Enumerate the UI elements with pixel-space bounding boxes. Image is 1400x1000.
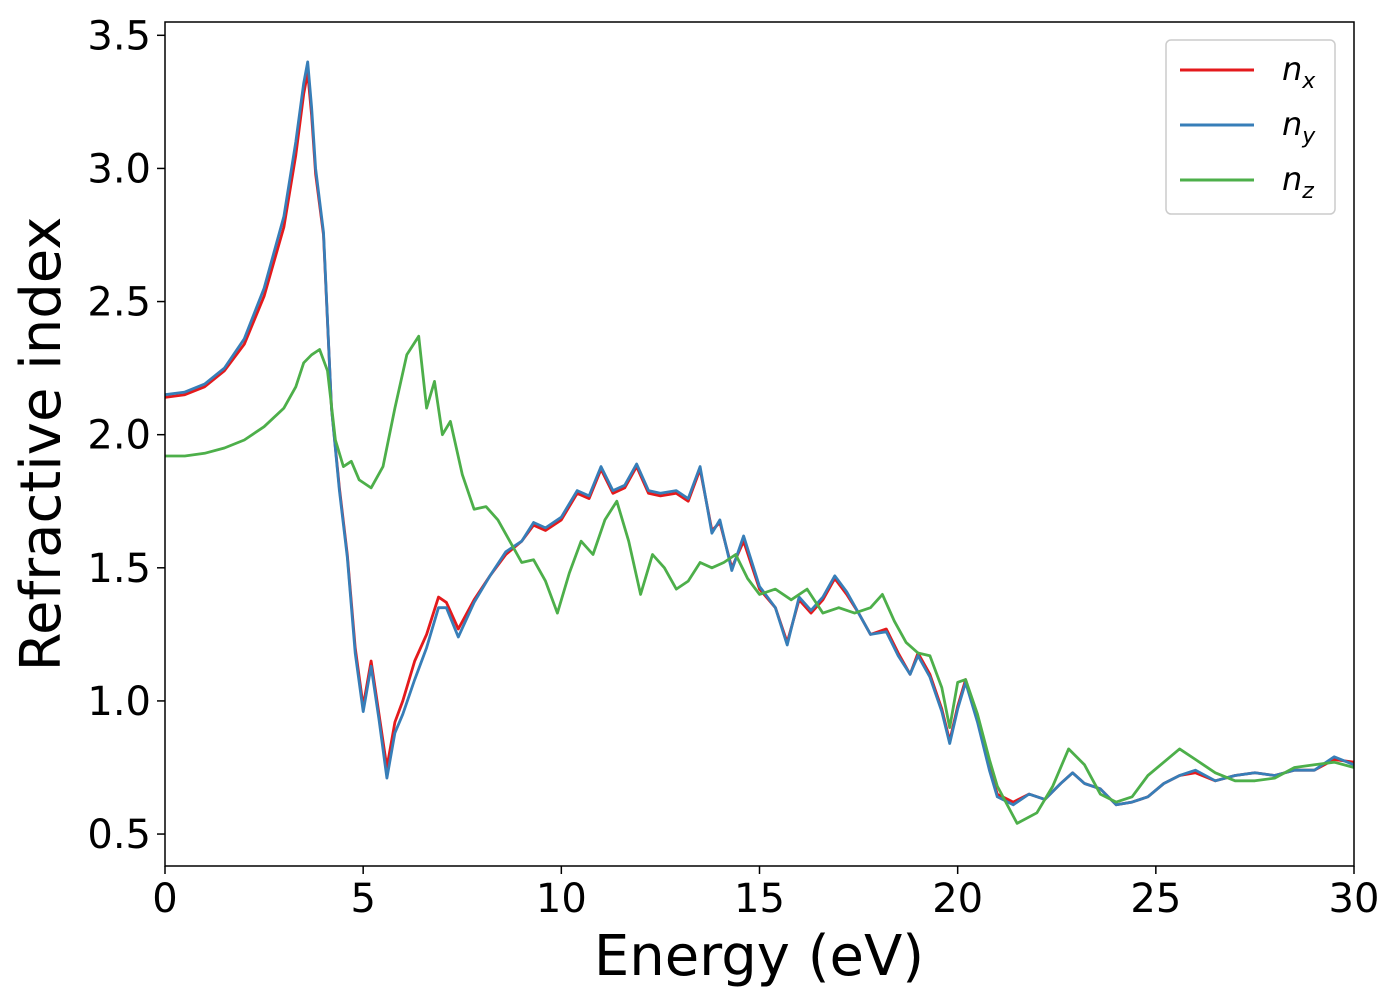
x-tick-label: 5	[350, 876, 375, 922]
y-tick-label: 2.0	[87, 413, 151, 459]
legend-label-z: nz	[1282, 160, 1314, 204]
legend-label-y: ny	[1282, 105, 1316, 149]
y-axis-ticks: 0.5 1.0 1.5 2.0 2.5 3.0 3.5	[87, 13, 165, 858]
series-line-y	[165, 60, 1354, 807]
y-axis-title: Refractive index	[9, 217, 74, 672]
x-axis-title: Energy (eV)	[594, 924, 924, 989]
y-tick-label: 3.5	[87, 13, 151, 59]
series-layer	[165, 60, 1354, 825]
x-tick-label: 10	[536, 876, 587, 922]
x-tick-label: 30	[1329, 876, 1380, 922]
y-tick-label: 3.0	[87, 146, 151, 192]
y-tick-label: 2.5	[87, 280, 151, 326]
legend-box	[1165, 39, 1336, 215]
x-tick-label: 20	[932, 876, 983, 922]
y-tick-label: 0.5	[87, 812, 151, 858]
y-tick-label: 1.5	[87, 546, 151, 592]
y-tick-label: 1.0	[87, 679, 151, 725]
legend-label-x: nx	[1282, 50, 1316, 94]
x-axis-ticks: 0 5 10 15 20 25 30	[152, 866, 1379, 922]
x-tick-label: 15	[734, 876, 785, 922]
series-line-z	[165, 334, 1354, 825]
legend: nx ny nz	[1165, 39, 1336, 215]
x-tick-label: 0	[152, 876, 177, 922]
x-tick-label: 25	[1130, 876, 1181, 922]
